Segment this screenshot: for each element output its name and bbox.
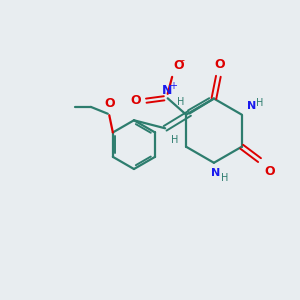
Text: H: H — [256, 98, 263, 108]
Text: H: H — [221, 173, 229, 183]
Text: N: N — [247, 101, 256, 111]
Text: +: + — [169, 81, 177, 91]
Text: N: N — [162, 84, 172, 97]
Text: H: H — [177, 97, 184, 107]
Text: N: N — [211, 168, 220, 178]
Text: -: - — [181, 56, 184, 66]
Text: O: O — [130, 94, 141, 107]
Text: H: H — [170, 135, 178, 145]
Text: O: O — [214, 58, 225, 71]
Text: O: O — [104, 97, 115, 110]
Text: O: O — [264, 165, 274, 178]
Text: O: O — [174, 58, 184, 71]
